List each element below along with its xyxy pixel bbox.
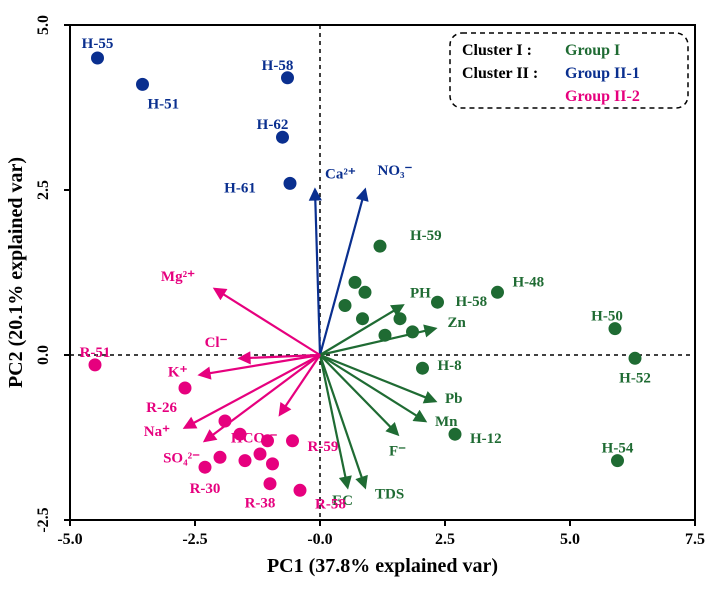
point-label: H-8 — [438, 358, 462, 374]
point-label: H-50 — [591, 309, 623, 325]
data-point — [214, 451, 226, 463]
point-label: R-26 — [146, 400, 177, 416]
loading-label: NO₃⁻ — [378, 163, 413, 179]
data-point — [254, 448, 266, 460]
data-point — [417, 362, 429, 374]
data-point — [394, 313, 406, 325]
loading-label: TDS — [375, 487, 404, 503]
legend-group-label: Group II-2 — [565, 88, 640, 105]
loading-label: PH — [410, 285, 431, 301]
x-tick-label: 5.0 — [560, 531, 580, 548]
loading-label: K⁺ — [168, 365, 188, 381]
x-tick-label: -2.5 — [182, 531, 207, 548]
data-point — [284, 177, 296, 189]
data-point — [267, 458, 279, 470]
data-point — [239, 455, 251, 467]
chart-svg: -5.0 -2.5 -0.0 2.5 5.0 7.5 -2.5 0.0 2.5 5.0 PC1 (3… — [0, 0, 710, 590]
data-point — [407, 326, 419, 338]
data-point — [234, 428, 246, 440]
loading-label: Mg²⁺ — [161, 269, 195, 285]
point-label: H-58 — [456, 294, 488, 310]
data-point — [92, 52, 104, 64]
loading-label: Pb — [445, 391, 463, 407]
loading-label: Ca²⁺ — [325, 167, 356, 183]
data-point — [264, 478, 276, 490]
data-point — [339, 300, 351, 312]
y-tick-label: 2.5 — [35, 180, 52, 200]
y-axis-label: PC2 (20.1% explained var) — [5, 157, 27, 388]
data-point — [357, 313, 369, 325]
point-label: H-61 — [224, 180, 256, 196]
loading-label: F⁻ — [389, 444, 406, 460]
svg-text:5.0: 5.0 — [35, 15, 52, 35]
data-point — [379, 329, 391, 341]
point-label: H-48 — [513, 274, 545, 290]
data-point — [449, 428, 461, 440]
point-label: R-58 — [315, 496, 346, 512]
legend-cluster-label: Cluster II : — [462, 65, 538, 82]
data-point — [294, 484, 306, 496]
x-tick-label: -5.0 — [57, 531, 82, 548]
data-point — [137, 78, 149, 90]
data-point — [629, 352, 641, 364]
point-label: H-62 — [257, 117, 289, 133]
loading-label: Na⁺ — [144, 424, 170, 440]
point-label: H-58 — [262, 58, 294, 74]
point-label: R-30 — [190, 481, 221, 497]
loading-label: SO₄²⁻ — [163, 450, 200, 466]
legend-cluster-label: Cluster I : — [462, 42, 532, 59]
data-point — [349, 276, 361, 288]
data-point — [374, 240, 386, 252]
point-label: H-12 — [470, 431, 502, 447]
x-axis-label: PC1 (37.8% explained var) — [267, 555, 498, 577]
svg-text:2.5: 2.5 — [35, 180, 52, 200]
loading-label: Cl⁻ — [205, 335, 228, 351]
data-point — [359, 286, 371, 298]
point-label: H-52 — [619, 370, 651, 386]
x-tick-label: 7.5 — [685, 531, 705, 548]
data-point — [492, 286, 504, 298]
point-label: R-51 — [80, 345, 111, 361]
svg-text:0.0: 0.0 — [35, 345, 52, 365]
point-label: H-59 — [410, 228, 442, 244]
y-tick-label: -2.5 — [35, 507, 52, 532]
point-label: R-38 — [245, 496, 276, 512]
pca-biplot: { "type": "biplot", "width": 710, "heigh… — [0, 0, 710, 590]
data-point — [262, 435, 274, 447]
x-tick-label: -0.0 — [307, 531, 332, 548]
point-label: H-51 — [148, 96, 180, 112]
x-tick-label: 2.5 — [435, 531, 455, 548]
data-point — [219, 415, 231, 427]
y-tick-label: 5.0 — [35, 15, 52, 35]
svg-text:PC2 (20.1% explained var): PC2 (20.1% explained var) — [5, 157, 27, 388]
loading-label: Mn — [435, 414, 458, 430]
legend-group-label: Group II-1 — [565, 65, 640, 82]
loading-label: Zn — [448, 315, 467, 331]
data-point — [432, 296, 444, 308]
y-tick-label: 0.0 — [35, 345, 52, 365]
point-label: R-59 — [308, 439, 339, 455]
data-point — [199, 461, 211, 473]
legend-group-label: Group I — [565, 42, 620, 59]
svg-text:-2.5: -2.5 — [35, 507, 52, 532]
data-point — [287, 435, 299, 447]
point-label: H-54 — [602, 441, 634, 457]
point-label: H-55 — [82, 36, 114, 52]
data-point — [179, 382, 191, 394]
